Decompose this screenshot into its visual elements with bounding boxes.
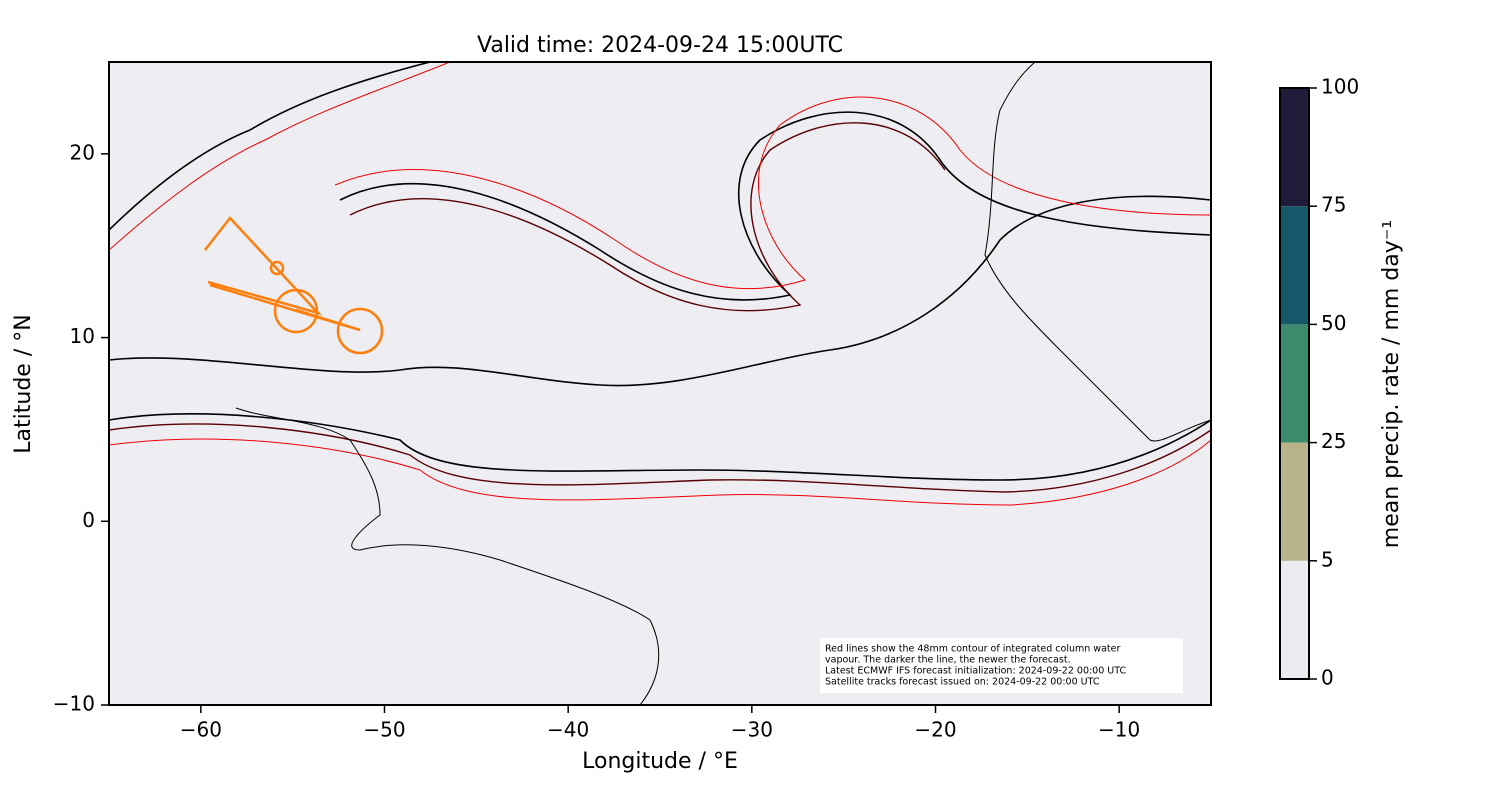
colorbar-tick-label: 50: [1321, 311, 1346, 335]
colorbar-segment: [1280, 560, 1309, 679]
contour: [109, 413, 1211, 481]
annotation: Red lines show the 48mm contour of integ…: [825, 644, 1126, 688]
track-circle: [336, 307, 384, 355]
colorbar-tick-label: 100: [1321, 75, 1359, 99]
colorbar-segment: [1280, 88, 1309, 207]
contour: [109, 438, 1211, 506]
colorbar-segment: [1280, 206, 1309, 325]
y-tick-label: 0: [82, 508, 95, 532]
contour: [339, 111, 1211, 301]
x-tick-label: −40: [547, 718, 589, 742]
annotation-box: [820, 638, 1183, 693]
contour: [349, 122, 946, 312]
colorbar-tick-label: 0: [1321, 666, 1334, 690]
colorbar-frame: [1279, 87, 1310, 680]
contour: [109, 423, 1211, 493]
coastline: [984, 62, 1211, 442]
colorbar-tick-label: 5: [1321, 547, 1334, 571]
colorbar-segment: [1280, 442, 1309, 561]
map-layers: [109, 62, 1211, 705]
axes-frame: [108, 61, 1212, 706]
track-circle: [273, 288, 319, 334]
track: [204, 216, 322, 316]
colorbar-tick-label: 75: [1321, 193, 1346, 217]
annotation-line: vapour. The darker the line, the newer t…: [825, 655, 1071, 666]
chart-title: Valid time: 2024-09-24 15:00UTC: [477, 33, 843, 58]
annotation-line: Red lines show the 48mm contour of integ…: [825, 644, 1120, 655]
x-tick-label: −10: [1098, 718, 1140, 742]
y-axis-label: Latitude / °N: [11, 314, 36, 453]
contour: [334, 96, 1211, 290]
x-tick-label: −20: [914, 718, 956, 742]
contour: [109, 195, 1211, 387]
contour: [109, 62, 451, 251]
satellite-tracks: [204, 216, 384, 355]
y-tick-label: 10: [70, 324, 95, 348]
colorbar-label: mean precip. rate / mm day⁻¹: [1379, 220, 1404, 548]
annotation-line: Latest ECMWF IFS forecast initialization…: [825, 666, 1126, 677]
colorbar-segment: [1280, 324, 1309, 443]
annotation-line: Satellite tracks forecast issued on: 202…: [825, 677, 1100, 688]
colorbar-tick-label: 25: [1321, 429, 1346, 453]
track-circle: [269, 260, 285, 276]
x-axis-label: Longitude / °E: [582, 749, 738, 774]
coastline: [235, 407, 660, 705]
x-tick-label: −60: [180, 718, 222, 742]
y-tick-label: 20: [70, 140, 95, 164]
contour: [109, 62, 431, 231]
y-tick-label: −10: [53, 692, 95, 716]
x-tick-label: −50: [363, 718, 405, 742]
x-tick-label: −30: [731, 718, 773, 742]
